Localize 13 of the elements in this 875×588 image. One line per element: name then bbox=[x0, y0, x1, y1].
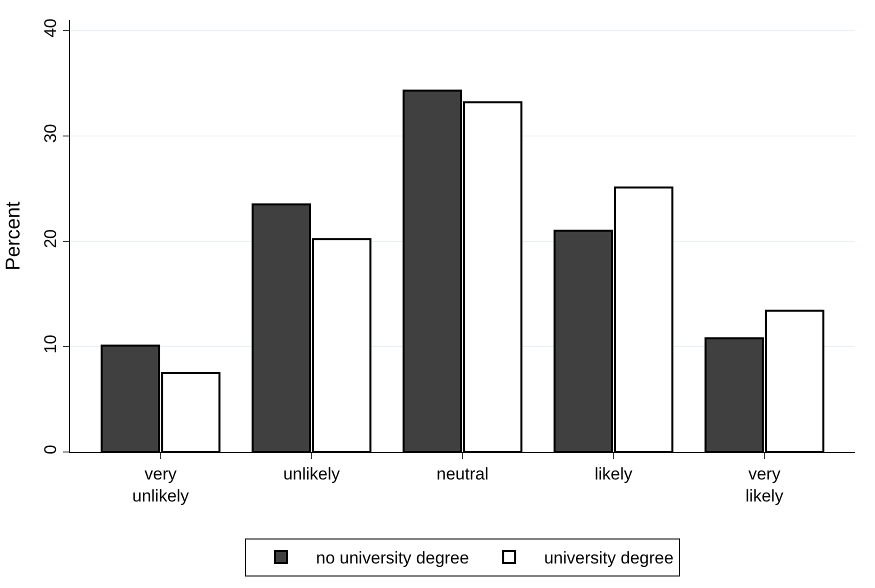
x-tick-label: unlikely bbox=[283, 464, 340, 484]
y-tick-label: 20 bbox=[41, 229, 60, 248]
y-tick-label: 40 bbox=[41, 18, 60, 38]
x-tick-label: likely bbox=[594, 464, 633, 484]
x-tick-label: very likely bbox=[746, 464, 784, 506]
y-axis-title: Percent bbox=[2, 201, 25, 270]
y-tick-label: 10 bbox=[41, 334, 60, 354]
legend-label: no university degree bbox=[316, 548, 470, 568]
legend-label: university degree bbox=[544, 548, 674, 568]
x-tick-label: neutral bbox=[436, 464, 488, 484]
y-tick-label: 30 bbox=[41, 124, 60, 143]
x-tick-label: very unlikely bbox=[132, 464, 190, 506]
y-tick-label: 0 bbox=[41, 444, 60, 454]
